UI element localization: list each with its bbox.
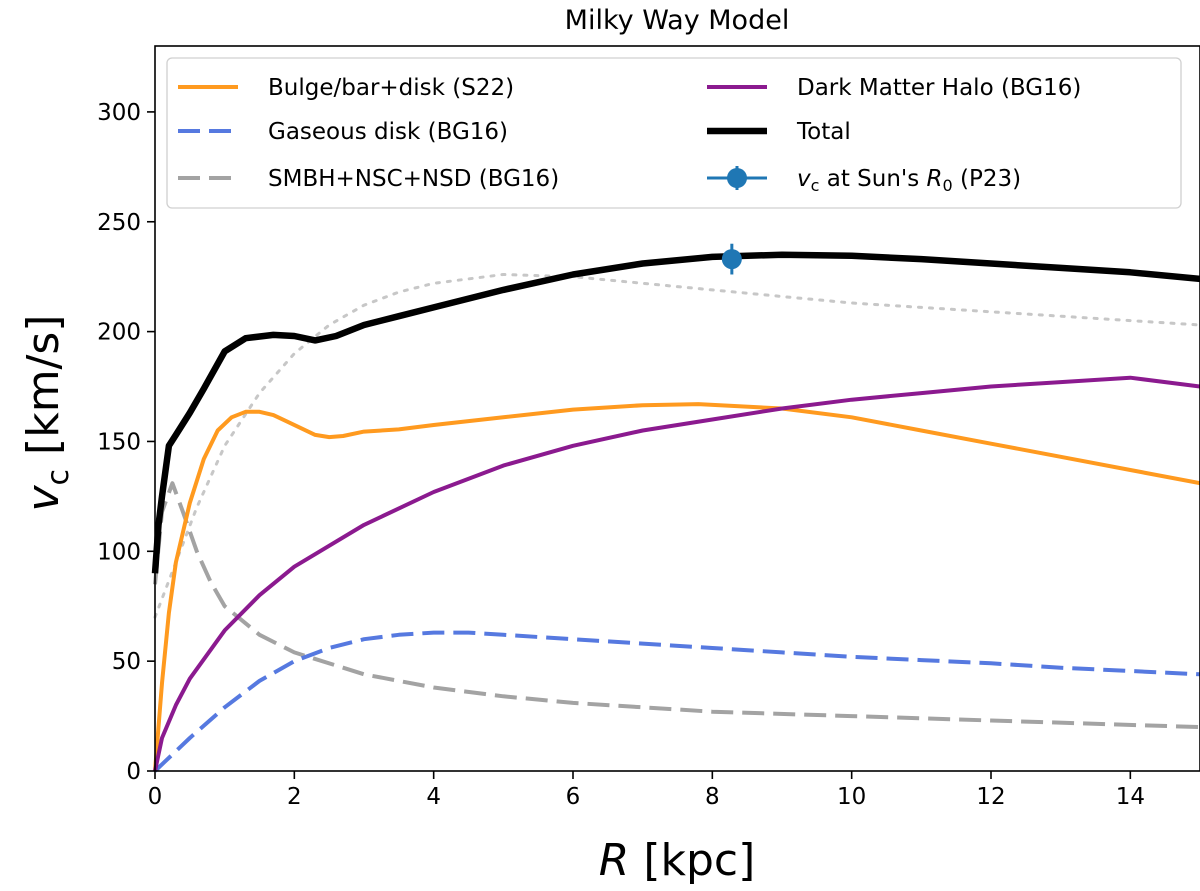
- y-tick-label: 300: [97, 100, 141, 126]
- x-tick-label: 6: [566, 784, 581, 810]
- series-line-gaseous-disk-bg16: [153, 630, 1200, 773]
- x-tick-label: 0: [148, 784, 163, 810]
- ticks-layer: 0 2 4 6 8 10 12 14 0 50 100 150 200 250 300: [97, 100, 1145, 810]
- y-axis-label: vc [km/s]: [18, 315, 76, 512]
- x-axis-label: R [kpc]: [599, 835, 756, 886]
- legend: Bulge/bar+disk (S22) Gaseous disk (BG16) S…: [166, 57, 1182, 209]
- x-tick-label: 2: [287, 784, 302, 810]
- y-tick-label: 0: [126, 759, 141, 785]
- x-tick-label: 8: [705, 784, 720, 810]
- y-tick-label: 150: [97, 429, 141, 455]
- x-tick-label: 4: [426, 784, 441, 810]
- y-tick-label: 250: [97, 210, 141, 236]
- series-line-total: [151, 251, 1200, 574]
- series-layer: [151, 251, 1200, 773]
- marker-layer: [721, 243, 742, 275]
- y-tick-label: 50: [112, 649, 141, 675]
- series-line-smbh-nsc-nsd-bg16: [153, 481, 1200, 730]
- y-tick-label: 200: [97, 320, 141, 346]
- series-line-reference: [153, 273, 1200, 619]
- x-tick-label: 14: [1116, 784, 1145, 810]
- legend-label-gaseous-disk-bg16: Gaseous disk (BG16): [268, 119, 508, 145]
- marker-point: [721, 249, 742, 270]
- series-line-dark-matter-halo-bg16: [153, 375, 1200, 772]
- chart-title: Milky Way Model: [565, 5, 790, 36]
- legend-swatch-at-sun-s: [707, 166, 767, 190]
- legend-label-dark-matter-halo-bg16: Dark Matter Halo (BG16): [797, 75, 1081, 101]
- legend-label-smbh-nsc-nsd-bg16: SMBH+NSC+NSD (BG16): [268, 166, 559, 192]
- legend-box: [166, 57, 1182, 209]
- legend-label-total: Total: [796, 119, 851, 145]
- series-line-bulge-bar-disk-s22: [153, 402, 1200, 772]
- y-tick-label: 100: [97, 539, 141, 565]
- plot-frame: [154, 45, 1200, 772]
- x-tick-label: 12: [976, 784, 1005, 810]
- legend-label-bulge-bar-disk-s22: Bulge/bar+disk (S22): [268, 75, 514, 101]
- legend-label-at-sun-s: vc at Sun's R0 (P23): [797, 166, 1021, 195]
- x-tick-label: 10: [837, 784, 866, 810]
